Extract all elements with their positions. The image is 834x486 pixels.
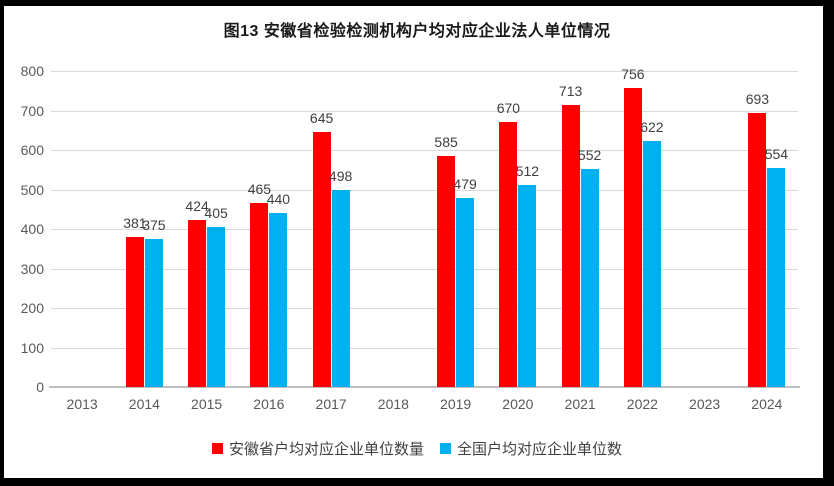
bar-national-2024 xyxy=(767,168,786,387)
chart-title: 图13 安徽省检验检测机构户均对应企业法人单位情况 xyxy=(223,23,611,40)
bar-anhui-2017 xyxy=(312,132,331,387)
gridline-200 xyxy=(51,308,798,309)
x-axis-tick-label: 2024 xyxy=(751,396,783,412)
bar-anhui-2014 xyxy=(125,236,144,387)
x-axis-tick-label: 2013 xyxy=(66,396,98,412)
data-label-2015-s1: 405 xyxy=(204,205,228,221)
frame-border-bottom xyxy=(0,478,834,486)
gridline-600 xyxy=(51,150,798,151)
gridline-300 xyxy=(51,269,798,270)
legend-label: 安徽省户均对应企业单位数量 xyxy=(228,441,424,458)
bar-anhui-2024 xyxy=(748,113,767,387)
gridline-700 xyxy=(51,111,798,112)
y-axis-tick-label: 0 xyxy=(36,379,44,395)
x-axis-tick-label: 2015 xyxy=(191,396,223,412)
legend-swatch-icon xyxy=(440,443,451,454)
data-label-2016-s0: 465 xyxy=(247,181,272,198)
frame-border-left xyxy=(0,0,4,486)
y-axis-tick-label: 200 xyxy=(20,300,44,316)
x-axis-tick-label: 2022 xyxy=(626,396,658,412)
x-axis-tick-label: 2023 xyxy=(689,396,721,412)
bar-national-2021 xyxy=(580,169,599,387)
y-axis-tick-label: 100 xyxy=(20,339,44,356)
gridline-100 xyxy=(51,348,798,349)
y-axis-tick-label: 500 xyxy=(20,181,44,198)
y-axis-tick-label: 400 xyxy=(20,221,44,237)
data-label-2019-s1: 479 xyxy=(453,175,477,192)
y-axis-tick-label: 300 xyxy=(20,260,44,277)
data-label-2017-s0: 645 xyxy=(309,110,334,127)
bar-national-2014 xyxy=(144,238,163,387)
gridline-500 xyxy=(51,190,798,191)
chart-legend: 安徽省户均对应企业单位数量 全国户均对应企业单位数 xyxy=(0,438,834,459)
data-label-2024-s0: 693 xyxy=(745,91,770,108)
bar-anhui-2016 xyxy=(250,203,269,387)
data-label-2014-s1: 375 xyxy=(142,216,166,233)
data-label-2022-s1: 622 xyxy=(640,119,664,136)
data-label-2015-s0: 424 xyxy=(185,197,209,214)
x-axis-tick-label: 2020 xyxy=(502,396,534,412)
data-label-2019-s0: 585 xyxy=(434,133,458,150)
data-label-2022-s0: 756 xyxy=(621,66,645,83)
bar-anhui-2019 xyxy=(437,155,456,387)
x-axis-tick-label: 2017 xyxy=(315,396,347,412)
x-axis-line xyxy=(49,386,800,388)
data-label-2024-s1: 554 xyxy=(764,146,789,163)
frame-border-right xyxy=(823,0,834,486)
gridline-800 xyxy=(51,71,798,72)
y-axis-tick-label: 700 xyxy=(20,102,44,119)
gridline-400 xyxy=(51,229,798,230)
x-axis-tick-label: 2014 xyxy=(128,396,160,412)
legend-label: 全国户均对应企业单位数 xyxy=(457,441,623,458)
legend-item-anhui: 安徽省户均对应企业单位数量 xyxy=(211,438,424,459)
x-axis-tick-label: 2019 xyxy=(440,396,472,412)
data-label-2014-s0: 381 xyxy=(123,214,147,231)
x-axis-tick-label: 2021 xyxy=(564,396,596,412)
bar-national-2019 xyxy=(456,197,475,387)
x-axis-tick-label: 2018 xyxy=(377,396,409,412)
data-label-2020-s1: 512 xyxy=(515,162,540,179)
data-label-2021-s1: 552 xyxy=(577,147,602,163)
data-label-2017-s1: 498 xyxy=(328,168,353,185)
bar-anhui-2021 xyxy=(561,105,580,387)
bar-anhui-2022 xyxy=(623,88,642,387)
bar-anhui-2015 xyxy=(188,219,207,387)
y-axis-tick-label: 600 xyxy=(20,142,44,158)
x-axis-tick-label: 2016 xyxy=(253,396,285,412)
frame-border-top xyxy=(0,0,834,6)
data-label-2021-s0: 713 xyxy=(558,83,583,100)
bar-national-2020 xyxy=(518,184,537,387)
data-label-2016-s1: 440 xyxy=(266,191,291,208)
bar-national-2015 xyxy=(207,227,226,387)
legend-swatch-icon xyxy=(211,443,223,454)
bar-national-2016 xyxy=(269,213,288,387)
bar-national-2022 xyxy=(642,141,661,387)
data-label-2020-s0: 670 xyxy=(496,100,521,117)
legend-item-national: 全国户均对应企业单位数 xyxy=(440,438,622,459)
y-axis-tick-label: 800 xyxy=(20,63,44,79)
bar-anhui-2020 xyxy=(499,122,518,387)
bar-national-2017 xyxy=(331,190,350,387)
